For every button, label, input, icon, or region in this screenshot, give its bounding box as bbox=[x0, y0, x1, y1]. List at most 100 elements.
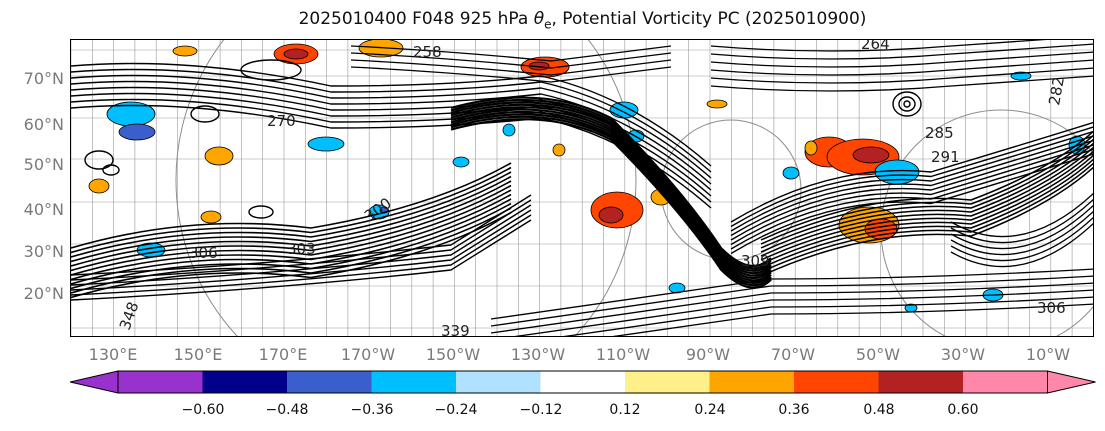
contour-line bbox=[760, 150, 1093, 261]
contour-label: 309 bbox=[741, 252, 770, 270]
contour-line bbox=[730, 121, 1093, 223]
lon-label-150w: 150°W bbox=[425, 345, 481, 364]
contour-line bbox=[71, 68, 712, 173]
pv-blob bbox=[609, 101, 639, 119]
contour-line bbox=[350, 59, 672, 76]
contour-line bbox=[730, 153, 1093, 255]
contour-loop bbox=[903, 100, 911, 108]
colorbar-cells bbox=[70, 370, 1096, 394]
contour-label: 303 bbox=[287, 240, 316, 258]
contour-line bbox=[71, 204, 532, 286]
colorbar-cell bbox=[625, 371, 710, 393]
contour-line bbox=[71, 175, 512, 263]
contour-line bbox=[760, 162, 1093, 273]
contour-line bbox=[760, 142, 1093, 253]
contour-line bbox=[71, 209, 532, 291]
contour-line bbox=[71, 184, 512, 272]
lat-label-20: 20°N bbox=[23, 284, 64, 303]
contour-line bbox=[514, 289, 1093, 336]
lon-label-10w: 10°W bbox=[1025, 345, 1071, 364]
contour-loop bbox=[102, 164, 120, 176]
contour-label: 348 bbox=[116, 299, 143, 332]
contour-line bbox=[710, 40, 1047, 52]
pv-blob bbox=[200, 210, 222, 224]
contour-line bbox=[71, 62, 712, 167]
contour-line bbox=[490, 275, 1093, 327]
contour-line bbox=[450, 110, 772, 282]
colorbar-tick: 0.12 bbox=[609, 402, 641, 418]
contour-line bbox=[490, 282, 1093, 334]
contour-line bbox=[71, 80, 712, 185]
colorbar-cell bbox=[794, 371, 879, 393]
contour-line bbox=[71, 189, 512, 276]
contour-line bbox=[950, 192, 1093, 238]
lon-label-110w: 110°W bbox=[595, 345, 651, 364]
contour-line bbox=[730, 148, 1093, 250]
contour-line bbox=[730, 135, 1093, 237]
contour-line bbox=[950, 204, 1093, 250]
contour-label: 282 bbox=[1045, 75, 1068, 106]
contour-line bbox=[71, 219, 532, 301]
contour-line bbox=[950, 198, 1093, 244]
contour-loop bbox=[240, 59, 302, 81]
colorbar-tick: 0.36 bbox=[778, 402, 810, 418]
colorbar-cell bbox=[118, 371, 203, 393]
contour-line bbox=[760, 166, 1093, 277]
contour-loop bbox=[892, 91, 922, 117]
contour-label: 339 bbox=[441, 322, 470, 337]
contour-line bbox=[710, 51, 1093, 68]
colorbar-cell bbox=[456, 371, 541, 393]
contour-line bbox=[612, 303, 1093, 336]
contour-label: 306 bbox=[1037, 299, 1066, 317]
pv-blob bbox=[452, 156, 470, 168]
contour-line bbox=[350, 52, 672, 69]
contour-line bbox=[71, 74, 712, 179]
contour-line bbox=[950, 216, 1093, 262]
colorbar-tick: −0.12 bbox=[519, 402, 563, 418]
lat-label-50: 50°N bbox=[23, 155, 64, 174]
pv-blob bbox=[358, 40, 404, 58]
contour-line bbox=[450, 98, 772, 270]
colorbar bbox=[70, 370, 1096, 394]
lon-label-130e: 130°E bbox=[88, 345, 138, 364]
contour-line bbox=[71, 162, 512, 249]
lon-label-150e: 150°E bbox=[173, 345, 223, 364]
colorbar-outline bbox=[117, 370, 1048, 394]
contour-loop bbox=[84, 150, 114, 170]
colorbar-cell bbox=[963, 371, 1048, 393]
lon-label-70w: 70°W bbox=[770, 345, 816, 364]
pv-blob bbox=[598, 206, 624, 224]
contour-line bbox=[730, 130, 1093, 232]
contour-line bbox=[710, 59, 1093, 76]
contour-line bbox=[950, 222, 1093, 268]
colorbar-cell bbox=[878, 371, 963, 393]
lon-label-50w: 50°W bbox=[855, 345, 901, 364]
plot-title: 2025010400 F048 925 hPa θe, Potential Vo… bbox=[298, 9, 867, 32]
theta-e-contours bbox=[71, 40, 1093, 336]
contour-line bbox=[350, 66, 672, 83]
pv-blob bbox=[283, 48, 309, 60]
contour-line bbox=[450, 101, 772, 272]
contour-line bbox=[71, 194, 532, 276]
colorbar-cell bbox=[540, 371, 625, 393]
colorbar-cell bbox=[371, 371, 456, 393]
contour-line bbox=[350, 45, 672, 62]
pv-blob bbox=[782, 166, 800, 180]
colorbar-tick: −0.48 bbox=[265, 402, 309, 418]
lon-label-170e: 170°E bbox=[258, 345, 308, 364]
lon-label-170w: 170°W bbox=[340, 345, 396, 364]
colorbar-cell bbox=[287, 371, 372, 393]
contour-label: 285 bbox=[925, 124, 954, 142]
contour-line bbox=[710, 67, 1093, 84]
lon-label-30w: 30°W bbox=[940, 345, 986, 364]
contour-line bbox=[450, 103, 772, 275]
lon-label-130w: 130°W bbox=[510, 345, 566, 364]
contour-label: 270 bbox=[267, 112, 296, 130]
contour-line bbox=[71, 166, 512, 254]
contour-line bbox=[450, 108, 772, 280]
pv-blob bbox=[552, 143, 566, 157]
colorbar-tick: −0.24 bbox=[434, 402, 478, 418]
graticule bbox=[71, 40, 1093, 336]
contour-line bbox=[71, 171, 512, 258]
contour-line bbox=[71, 180, 512, 267]
